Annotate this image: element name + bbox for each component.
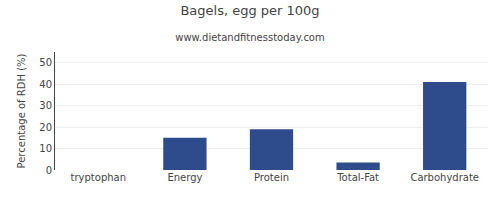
svg-text:10: 10 bbox=[39, 143, 52, 154]
svg-text:Total-Fat: Total-Fat bbox=[336, 172, 379, 183]
svg-text:40: 40 bbox=[39, 79, 52, 90]
svg-text:30: 30 bbox=[39, 100, 52, 111]
svg-text:50: 50 bbox=[39, 57, 52, 68]
svg-text:20: 20 bbox=[39, 122, 52, 133]
svg-text:www.dietandfitnesstoday.com: www.dietandfitnesstoday.com bbox=[175, 32, 324, 43]
svg-text:tryptophan: tryptophan bbox=[71, 172, 127, 183]
svg-text:Energy: Energy bbox=[167, 172, 202, 183]
svg-text:0: 0 bbox=[46, 165, 52, 176]
svg-text:Carbohydrate: Carbohydrate bbox=[410, 172, 479, 183]
svg-text:Bagels, egg per 100g: Bagels, egg per 100g bbox=[180, 3, 319, 18]
svg-text:Protein: Protein bbox=[254, 172, 289, 183]
svg-text:Percentage of RDH (%): Percentage of RDH (%) bbox=[16, 53, 27, 168]
